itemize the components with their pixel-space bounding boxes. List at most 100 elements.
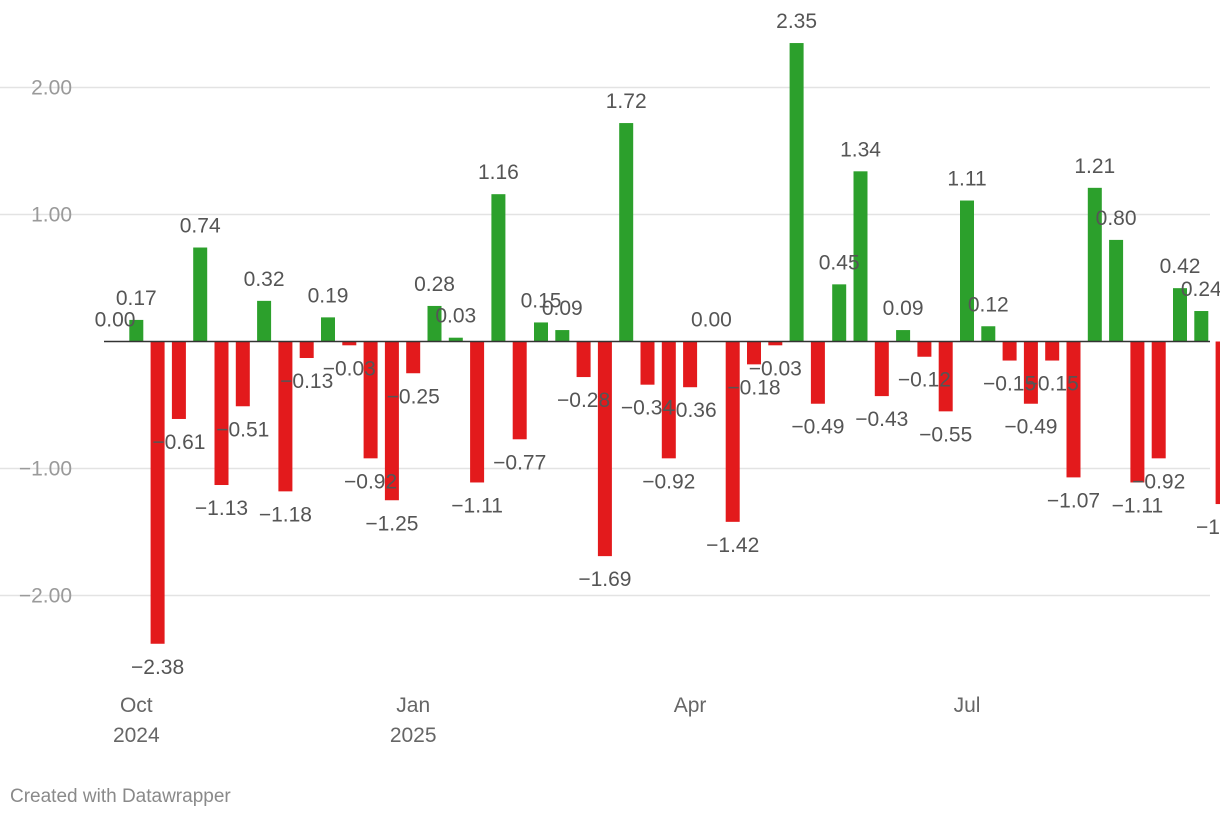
bar (384, 341, 399, 501)
bar (342, 341, 357, 346)
data-label: 0.28 (414, 273, 455, 296)
y-tick-label: 2.00 (31, 77, 72, 100)
y-tick-label: −1.00 (19, 458, 72, 481)
data-label: 0.17 (116, 287, 157, 310)
bar (171, 341, 186, 419)
bar (619, 123, 634, 342)
bar (810, 341, 825, 404)
bar (832, 284, 847, 342)
data-label: −0.18 (727, 376, 780, 399)
bar (1087, 187, 1102, 342)
data-label: 2.35 (776, 10, 817, 33)
x-axis-ticks: Oct 2024 Jan 2025 Apr Jul (113, 694, 980, 747)
data-label: 1.21 (1074, 155, 1115, 178)
bar (470, 341, 485, 483)
bar (1023, 341, 1038, 404)
bar (981, 326, 996, 342)
bars (129, 43, 1220, 644)
x-tick-label: 2025 (390, 724, 437, 747)
bar (363, 341, 378, 459)
data-label: −0.49 (791, 416, 844, 439)
data-label: −0.92 (1132, 470, 1185, 493)
data-label: 0.24 (1181, 278, 1220, 301)
data-label: 1.72 (606, 90, 647, 113)
data-label: −1.25 (365, 512, 418, 535)
data-label: 1.11 (947, 168, 986, 191)
credit-text: Created with Datawrapper (10, 786, 231, 807)
bar (853, 171, 868, 342)
data-label: −0.49 (1004, 416, 1057, 439)
data-label: 1.34 (840, 138, 881, 161)
data-label: −1.11 (1112, 494, 1164, 517)
bar (960, 200, 974, 342)
data-label: 0.00 (691, 309, 732, 332)
bar (1173, 288, 1187, 342)
bar (406, 341, 421, 374)
y-tick-label: 1.00 (31, 204, 72, 227)
data-label: −1.69 (578, 568, 631, 591)
bar (214, 341, 229, 486)
bar (1151, 341, 1166, 459)
bar (1002, 341, 1017, 361)
bar (1194, 311, 1209, 342)
data-label: −1.11 (451, 494, 503, 517)
data-label: −1.18 (259, 503, 312, 526)
bar (512, 341, 527, 440)
data-label: −0.15 (983, 373, 1036, 396)
data-labels: 0.000.17−2.38−0.610.74−1.13−0.510.32−1.1… (95, 10, 1220, 679)
bar (427, 305, 442, 342)
bar (129, 319, 144, 342)
x-tick-label: Jul (954, 694, 981, 717)
data-label: 0.45 (819, 251, 860, 274)
bar (1215, 341, 1220, 505)
bar (789, 43, 804, 342)
bar (193, 247, 208, 342)
bar (683, 341, 698, 388)
bar (321, 317, 335, 342)
bar (299, 341, 314, 359)
x-tick-label: Apr (674, 694, 707, 717)
data-label: −0.25 (387, 385, 440, 408)
bar (640, 341, 655, 385)
bar (725, 341, 740, 522)
bar (1045, 341, 1060, 361)
data-label: −0.12 (898, 369, 951, 392)
data-label: 0.19 (308, 284, 349, 307)
data-label: 0.32 (244, 268, 285, 291)
data-label: 1.16 (478, 161, 519, 184)
bar (576, 341, 591, 378)
data-label: −2.38 (131, 656, 184, 679)
bar (534, 322, 548, 342)
bar (938, 341, 953, 412)
data-label: 0.12 (968, 293, 1009, 316)
data-label: 0.03 (435, 305, 476, 328)
bar (1109, 239, 1124, 342)
data-label: −0.61 (152, 431, 205, 454)
data-label: 0.74 (180, 215, 221, 238)
data-label: −1.28 (1196, 516, 1220, 539)
x-tick-label: 2024 (113, 724, 160, 747)
data-label: 0.15 (521, 289, 562, 312)
data-label: −0.03 (323, 357, 376, 380)
bar (917, 341, 932, 357)
data-label: −0.92 (642, 470, 695, 493)
y-axis-ticks: 2.00 1.00 −1.00 −2.00 (19, 77, 72, 608)
bar (448, 337, 463, 342)
bar (896, 330, 911, 342)
data-label: −0.28 (557, 389, 610, 412)
bar (257, 300, 272, 342)
data-label: −0.55 (919, 423, 972, 446)
bar (235, 341, 250, 407)
bar (555, 330, 570, 342)
bar (1066, 341, 1081, 478)
data-label: −0.15 (1026, 373, 1079, 396)
data-label: 0.09 (542, 297, 583, 320)
data-label: 0.09 (883, 297, 924, 320)
data-label: −0.51 (216, 418, 269, 441)
data-label: 0.42 (1160, 255, 1201, 278)
data-label: −0.77 (493, 451, 546, 474)
bar (661, 341, 676, 459)
bar (747, 341, 761, 365)
data-label: 0.00 (95, 309, 136, 332)
